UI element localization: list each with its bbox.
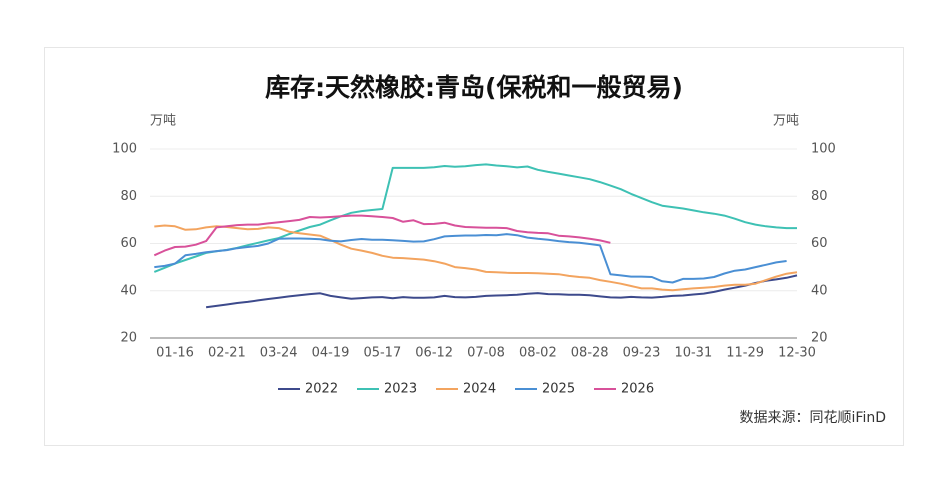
y-tick-label: 60 bbox=[120, 236, 137, 251]
x-tick-label: 12-30 bbox=[778, 346, 816, 361]
series-line bbox=[153, 214, 611, 257]
x-tick-label: 02-21 bbox=[208, 346, 246, 361]
x-tick-label: 03-24 bbox=[260, 346, 298, 361]
x-tick-label: 11-29 bbox=[726, 346, 764, 361]
y-tick-label: 100 bbox=[112, 142, 137, 157]
legend-label: 2022 bbox=[305, 382, 338, 397]
y2-tick-label: 20 bbox=[811, 331, 828, 346]
y-tick-label: 80 bbox=[120, 189, 137, 204]
legend-label: 2026 bbox=[621, 382, 654, 397]
legend-label: 2024 bbox=[463, 382, 496, 397]
y2-tick-label: 80 bbox=[811, 189, 828, 204]
y2-tick-label: 40 bbox=[811, 283, 828, 298]
legend-label: 2023 bbox=[384, 382, 417, 397]
x-tick-label: 01-16 bbox=[156, 346, 194, 361]
y2-tick-label: 60 bbox=[811, 236, 828, 251]
y-tick-label: 20 bbox=[120, 331, 137, 346]
y-unit: 万吨 bbox=[150, 114, 176, 129]
x-tick-label: 05-17 bbox=[363, 346, 401, 361]
y-tick-label: 40 bbox=[120, 283, 137, 298]
chart-title: 库存:天然橡胶:青岛(保税和一般贸易) bbox=[265, 73, 683, 102]
x-tick-label: 04-19 bbox=[312, 346, 350, 361]
y2-tick-label: 100 bbox=[811, 142, 836, 157]
x-tick-label: 08-28 bbox=[571, 346, 609, 361]
x-tick-label: 08-02 bbox=[519, 346, 557, 361]
series-line bbox=[153, 163, 797, 273]
x-tick-label: 06-12 bbox=[415, 346, 453, 361]
x-tick-label: 09-23 bbox=[623, 346, 661, 361]
series-line bbox=[154, 224, 798, 292]
x-tick-label: 07-08 bbox=[467, 346, 505, 361]
series-line bbox=[154, 233, 787, 284]
y2-unit: 万吨 bbox=[773, 114, 799, 129]
legend-label: 2025 bbox=[542, 382, 575, 397]
source: 数据来源：同花顺iFinD bbox=[740, 410, 886, 426]
series-line bbox=[205, 274, 798, 309]
x-tick-label: 10-31 bbox=[674, 346, 712, 361]
